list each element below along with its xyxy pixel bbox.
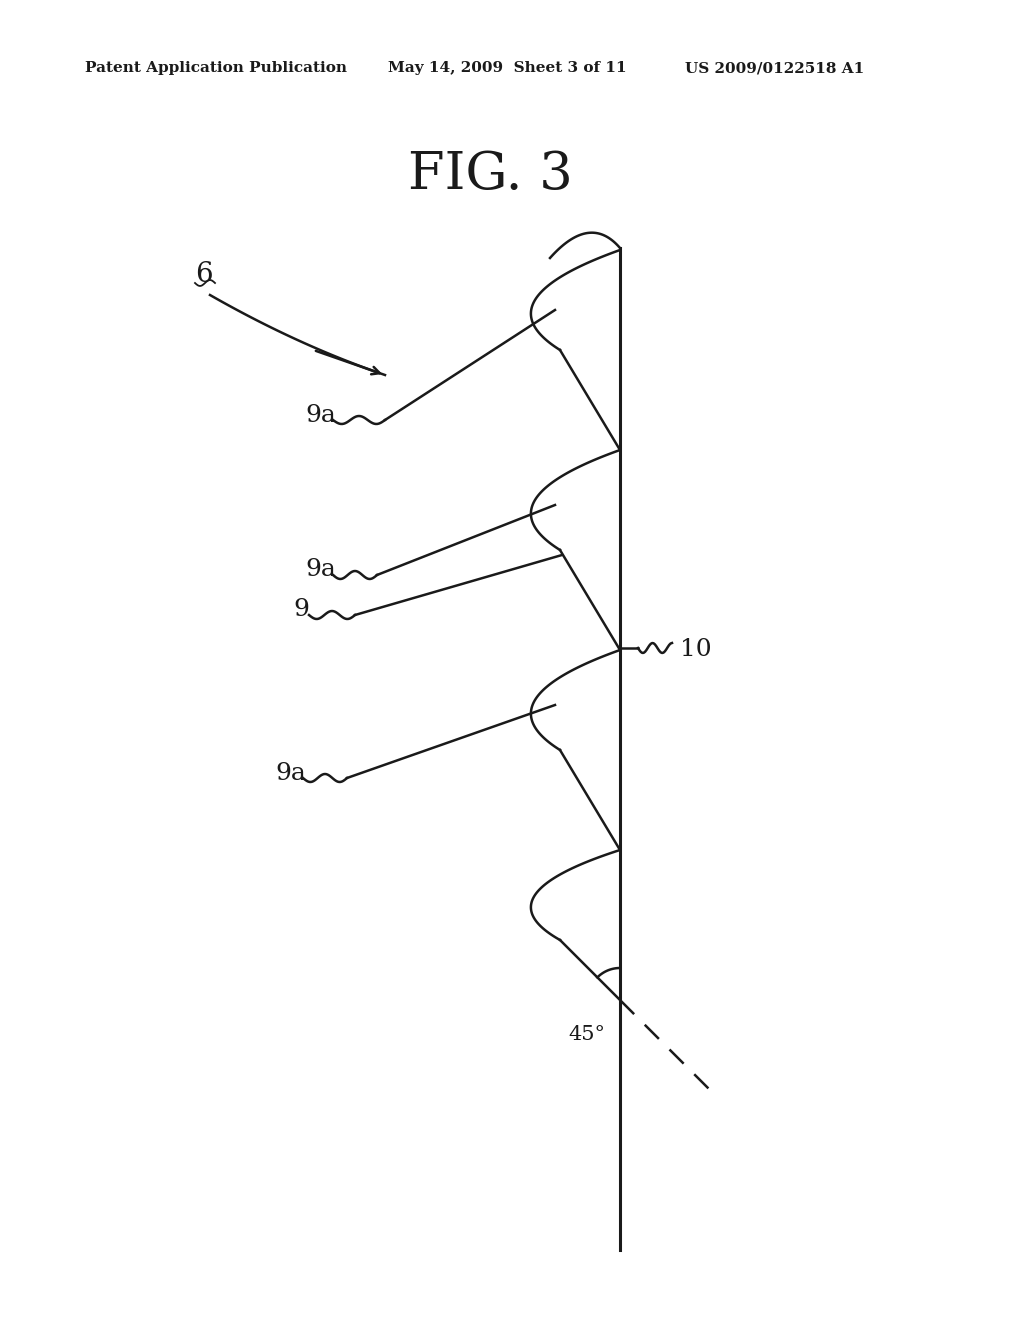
Text: 10: 10: [680, 639, 712, 661]
Text: May 14, 2009  Sheet 3 of 11: May 14, 2009 Sheet 3 of 11: [388, 61, 627, 75]
Text: 6: 6: [195, 261, 213, 289]
Text: 9a: 9a: [305, 558, 336, 582]
Text: Patent Application Publication: Patent Application Publication: [85, 61, 347, 75]
Text: 9a: 9a: [305, 404, 336, 426]
Text: US 2009/0122518 A1: US 2009/0122518 A1: [685, 61, 864, 75]
Text: FIG. 3: FIG. 3: [408, 149, 572, 201]
Text: 9: 9: [293, 598, 309, 622]
Text: 45°: 45°: [568, 1026, 605, 1044]
Text: 9a: 9a: [275, 762, 306, 784]
